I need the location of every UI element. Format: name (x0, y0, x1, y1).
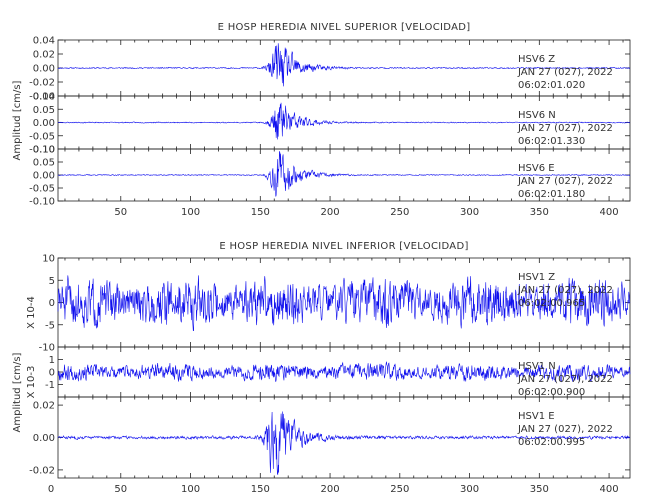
x-tick-label: 150 (251, 207, 270, 218)
channel-label: HSV1 E (518, 411, 555, 422)
x-tick-label: 250 (390, 484, 409, 495)
y-tick-label: 0.05 (33, 158, 55, 169)
y-tick-label: -1 (45, 380, 55, 391)
panel-hsv1-z: 10 5 0 -5 -10 X 10-4 HSV1 Z JAN 27 (027), 2022 0… (26, 254, 631, 354)
x-tick-label: 350 (530, 484, 549, 495)
channel-label: HSV6 N (518, 110, 556, 121)
y-tick-label: -0.04 (29, 92, 55, 103)
channel-label: HSV1 Z (518, 272, 555, 283)
y-tick-label: 0.02 (33, 401, 55, 412)
y-tick-label: -0.02 (29, 465, 55, 476)
x-tick-label: 200 (321, 207, 340, 218)
y-tick-label: 0.00 (33, 433, 55, 444)
time-label: 06:02:00.900 (518, 387, 585, 398)
panel-hsv6-n: 0.10 0.05 0.00 -0.05 -0.10 HSV6 N JAN 27 (027)… (29, 92, 631, 156)
waveform-hsv1-e (57, 411, 631, 475)
waveform-hsv6-z (57, 43, 631, 87)
y-tick-label: 0.04 (33, 36, 55, 47)
waveform-hsv6-n (58, 102, 631, 140)
panel-hsv1-e: 0.02 0.00 -0.02 HSV1 E JAN 27 (027), 2022 06:… (29, 396, 631, 479)
y-tick-label: -0.05 (29, 131, 55, 142)
y-tick-label: -0.10 (29, 197, 55, 208)
y-tick-label: 5 (49, 276, 55, 287)
channel-label: HSV1 N (518, 361, 556, 372)
y-tick-label: 0.10 (33, 92, 55, 103)
time-label: 06:02:01.180 (518, 189, 585, 200)
y-tick-label: 0.10 (33, 145, 55, 156)
x-tick-label: 300 (460, 207, 479, 218)
date-label: JAN 27 (027), 2022 (517, 176, 613, 187)
y-tick-label: 0.00 (33, 64, 55, 75)
y-tick-label: -0.05 (29, 184, 55, 195)
time-label: 06:02:00.965 (518, 298, 585, 309)
panel-hsv6-z: 0.04 0.02 0.00 -0.02 -0.04 HSV6 Z JAN 27 (027)… (29, 36, 631, 103)
x-tick-label: 100 (181, 484, 200, 495)
chart-nivel-superior: E HOSP HEREDIA NIVEL SUPERIOR [VELOCIDAD… (12, 22, 631, 218)
y-axis-label: Amplitud [cm/s] (12, 80, 23, 160)
chart-nivel-inferior: E HOSP HEREDIA NIVEL INFERIOR [VELOCIDAD… (12, 241, 631, 495)
channel-label: HSV6 Z (518, 54, 555, 65)
x-tick-label: 400 (600, 484, 619, 495)
y-tick-label: 1 (49, 355, 55, 366)
x-tick-label: 200 (321, 484, 340, 495)
channel-label: HSV6 E (518, 163, 555, 174)
date-label: JAN 27 (027), 2022 (517, 123, 613, 134)
waveform-hsv1-n (57, 361, 631, 383)
y-tick-label: -0.02 (29, 78, 55, 89)
y-tick-label: 0 (49, 368, 55, 379)
x-tick-label: 350 (530, 207, 549, 218)
y-multiplier-label: X 10-4 (26, 296, 37, 329)
x-tick-label: 100 (181, 207, 200, 218)
x-tick-label: 250 (390, 207, 409, 218)
y-tick-label: -5 (45, 320, 55, 331)
date-label: JAN 27 (027), 2022 (517, 374, 613, 385)
y-tick-label: 0.02 (33, 50, 55, 61)
chart-title: E HOSP HEREDIA NIVEL INFERIOR [VELOCIDAD… (219, 241, 468, 252)
x-tick-label: 0 (48, 484, 54, 495)
chart-title: E HOSP HEREDIA NIVEL SUPERIOR [VELOCIDAD… (218, 22, 471, 33)
date-label: JAN 27 (027), 2022 (517, 67, 613, 78)
time-label: 06:02:01.020 (518, 80, 585, 91)
y-tick-label: 10 (42, 254, 55, 265)
y-tick-label: -0.10 (29, 145, 55, 156)
panel-hsv6-e: 0.10 0.05 0.00 -0.05 -0.10 HSV6 E JAN 27 (027)… (29, 145, 631, 208)
y-tick-label: -10 (39, 343, 55, 354)
x-tick-label: 400 (600, 207, 619, 218)
x-tick-label: 150 (251, 484, 270, 495)
y-axis-label: Amplitud [cm/s] (12, 352, 23, 432)
y-tick-label: 0.00 (33, 118, 55, 129)
x-tick-label: 300 (460, 484, 479, 495)
date-label: JAN 27 (027), 2022 (517, 424, 613, 435)
x-tick-label: 50 (114, 484, 127, 495)
y-multiplier-label: X 10-3 (26, 366, 37, 399)
x-tick-label: 50 (114, 207, 127, 218)
y-tick-label: 0.00 (33, 171, 55, 182)
time-label: 06:02:01.330 (518, 136, 585, 147)
waveform-hsv6-e (57, 151, 631, 197)
panel-hsv1-n: 1 0-1 X 10-3 HSV1 N JAN 27 (027), 2022 06:02:… (26, 346, 631, 399)
time-label: 06:02:00.995 (518, 437, 585, 448)
y-tick-label: 0 (49, 298, 55, 309)
y-tick-label: 0.05 (33, 105, 55, 116)
date-label: JAN 27 (027), 2022 (517, 285, 613, 296)
waveform-hsv1-z (57, 275, 631, 331)
